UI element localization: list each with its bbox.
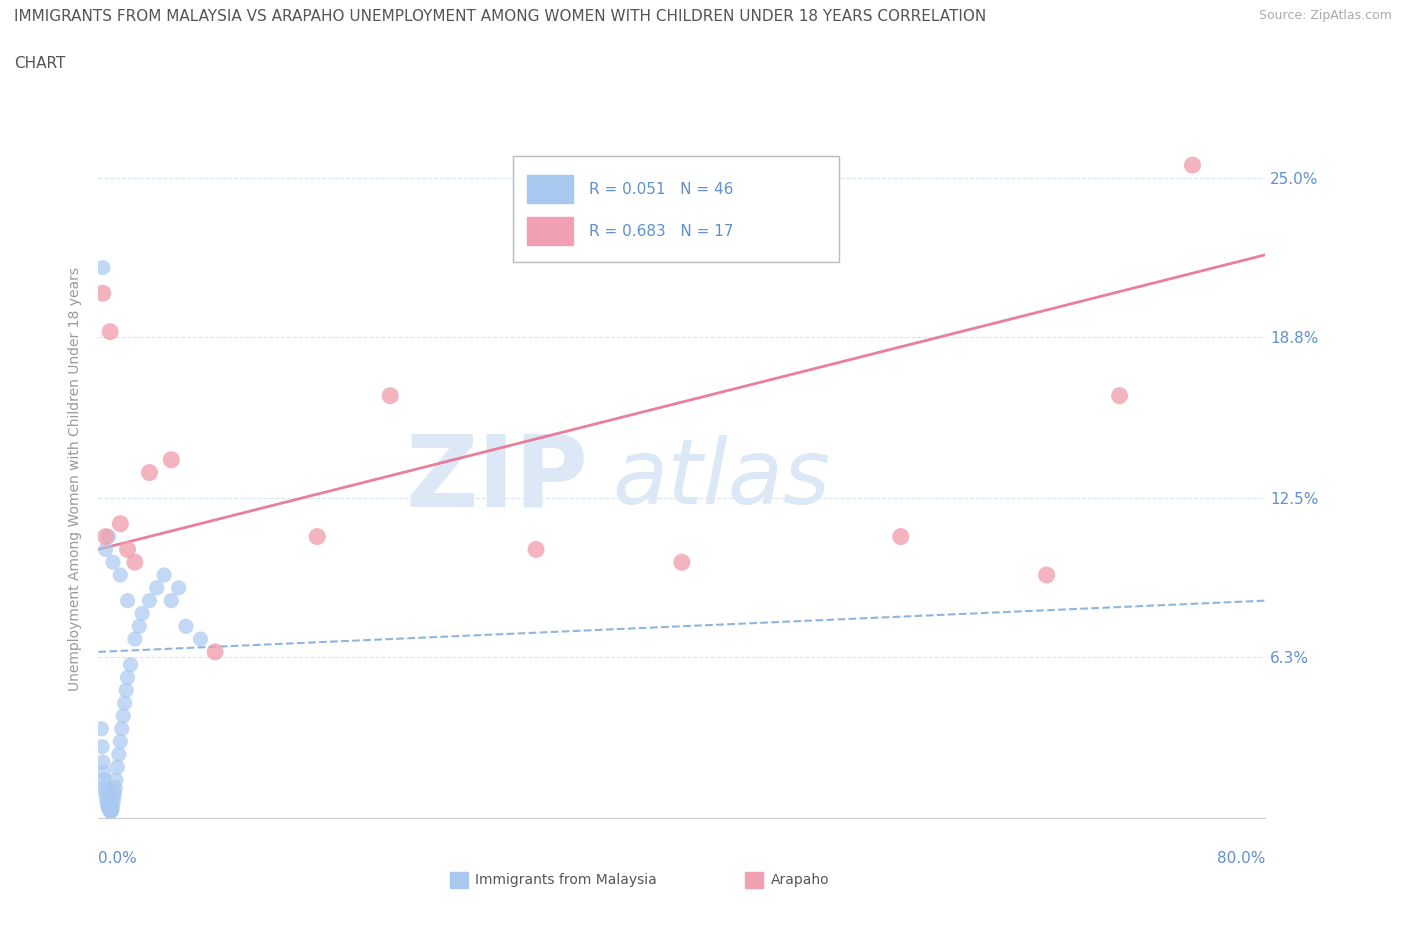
Point bbox=[101, 801, 124, 816]
Point bbox=[890, 529, 912, 544]
Text: 0.0%: 0.0% bbox=[98, 851, 138, 866]
Text: R = 0.051   N = 46: R = 0.051 N = 46 bbox=[589, 181, 733, 196]
Point bbox=[131, 606, 153, 621]
Point bbox=[120, 658, 142, 672]
Point bbox=[108, 747, 131, 762]
Point bbox=[110, 567, 132, 582]
Point bbox=[1181, 158, 1204, 173]
Text: R = 0.683   N = 17: R = 0.683 N = 17 bbox=[589, 223, 733, 239]
Point bbox=[103, 785, 125, 800]
FancyBboxPatch shape bbox=[513, 156, 839, 261]
Point bbox=[94, 780, 117, 795]
Point bbox=[153, 567, 176, 582]
Point bbox=[91, 260, 114, 275]
Point bbox=[104, 780, 127, 795]
Point bbox=[110, 516, 132, 531]
Point bbox=[114, 696, 136, 711]
Point bbox=[111, 722, 134, 737]
Point bbox=[124, 555, 146, 570]
Point bbox=[110, 734, 132, 749]
Text: Immigrants from Malaysia: Immigrants from Malaysia bbox=[475, 872, 657, 887]
Point bbox=[97, 529, 120, 544]
Point bbox=[90, 722, 112, 737]
Text: ZIP: ZIP bbox=[406, 431, 589, 527]
Point bbox=[128, 618, 150, 633]
Point bbox=[115, 683, 138, 698]
Point bbox=[671, 555, 693, 570]
Point bbox=[174, 618, 197, 633]
Point bbox=[146, 580, 169, 595]
Point bbox=[91, 739, 114, 754]
Point bbox=[190, 631, 212, 646]
Point bbox=[96, 790, 118, 805]
Bar bbox=[527, 175, 574, 204]
Text: IMMIGRANTS FROM MALAYSIA VS ARAPAHO UNEMPLOYMENT AMONG WOMEN WITH CHILDREN UNDER: IMMIGRANTS FROM MALAYSIA VS ARAPAHO UNEM… bbox=[14, 9, 987, 24]
Point bbox=[100, 804, 122, 819]
Point bbox=[100, 804, 122, 818]
Y-axis label: Unemployment Among Women with Children Under 18 years: Unemployment Among Women with Children U… bbox=[69, 267, 83, 691]
Point bbox=[94, 542, 117, 557]
Point bbox=[204, 644, 226, 659]
Point bbox=[124, 631, 146, 646]
Point bbox=[101, 555, 124, 570]
Point bbox=[160, 452, 183, 467]
Bar bbox=[527, 217, 574, 246]
Point bbox=[112, 709, 135, 724]
Point bbox=[98, 804, 121, 818]
Point bbox=[117, 593, 139, 608]
Text: Source: ZipAtlas.com: Source: ZipAtlas.com bbox=[1258, 9, 1392, 22]
Point bbox=[105, 760, 128, 775]
Point bbox=[98, 802, 121, 817]
Point bbox=[97, 798, 120, 813]
Point bbox=[117, 542, 139, 557]
Point bbox=[91, 754, 114, 769]
Point bbox=[97, 801, 120, 816]
Text: CHART: CHART bbox=[14, 56, 66, 71]
Point bbox=[307, 529, 329, 544]
Point bbox=[104, 773, 127, 788]
Point bbox=[524, 542, 547, 557]
Point bbox=[103, 790, 125, 805]
Point bbox=[96, 795, 118, 810]
Text: Arapaho: Arapaho bbox=[770, 872, 830, 887]
Text: atlas: atlas bbox=[612, 435, 830, 523]
Point bbox=[138, 465, 160, 480]
Point bbox=[167, 580, 190, 595]
Point bbox=[91, 286, 114, 300]
Point bbox=[1035, 567, 1057, 582]
Point bbox=[98, 325, 121, 339]
Point bbox=[101, 795, 124, 810]
Point bbox=[117, 670, 139, 684]
Point bbox=[380, 388, 402, 403]
Point bbox=[160, 593, 183, 608]
Point bbox=[93, 773, 115, 788]
Point bbox=[138, 593, 160, 608]
Text: 80.0%: 80.0% bbox=[1218, 851, 1265, 866]
Point bbox=[93, 764, 115, 779]
Point bbox=[1108, 388, 1130, 403]
Point bbox=[94, 529, 117, 544]
Point bbox=[94, 785, 117, 800]
